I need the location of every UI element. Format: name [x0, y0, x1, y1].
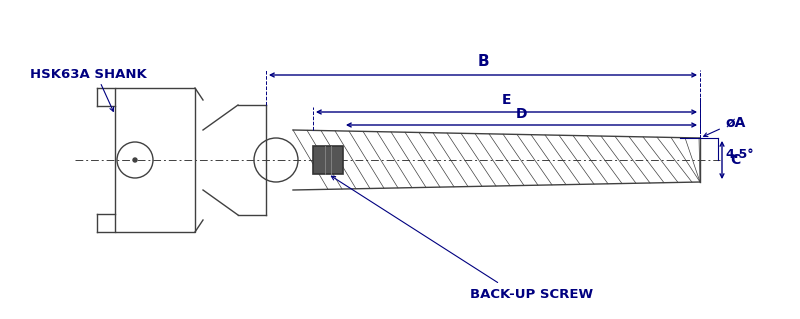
Bar — [115, 88, 195, 232]
Text: øA: øA — [725, 116, 746, 130]
Text: HSK63A SHANK: HSK63A SHANK — [30, 69, 146, 81]
Text: 4.5°: 4.5° — [725, 149, 754, 161]
Circle shape — [133, 158, 137, 162]
Text: C: C — [730, 153, 740, 167]
Text: E: E — [502, 93, 511, 107]
Text: B: B — [477, 54, 489, 69]
Text: D: D — [516, 107, 527, 121]
Text: BACK-UP SCREW: BACK-UP SCREW — [470, 287, 593, 300]
Bar — [313, 146, 343, 174]
